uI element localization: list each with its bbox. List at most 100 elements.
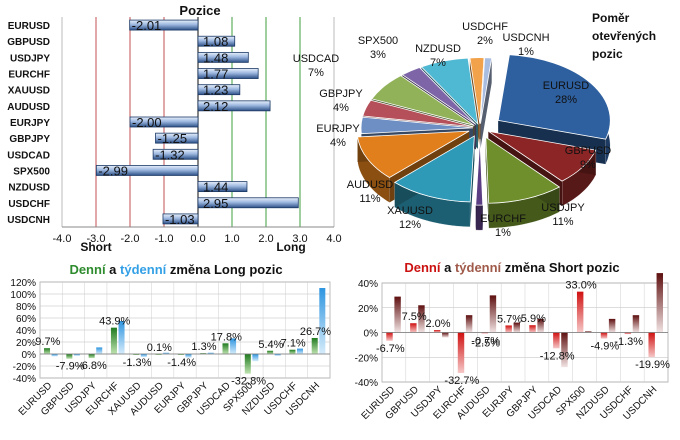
pie-slice-pct: 4%	[330, 137, 346, 149]
long-daily-bar	[311, 337, 318, 354]
long-daily-bar	[88, 354, 95, 359]
pie-slice-name: USDJPY	[541, 202, 585, 214]
positions-row-name: XAUUSD	[8, 86, 50, 97]
short-weekly-bar	[465, 315, 473, 333]
pie-slice-pct: 2%	[477, 35, 493, 47]
short-data-label: -2.5%	[471, 338, 500, 350]
pie-title-line2: otevřených	[592, 29, 656, 43]
long-title: Denní a týdenní změna Long pozic	[69, 262, 282, 277]
pie-slice-pct: 9%	[580, 159, 596, 171]
short-data-label: -6.7%	[376, 343, 405, 355]
long-weekly-bar	[252, 354, 259, 362]
pie-slice	[469, 57, 485, 124]
pie-slice-pct: 1%	[495, 227, 511, 239]
short-data-label: -32.7%	[444, 375, 479, 387]
positions-value-label: 1.48	[203, 50, 228, 65]
positions-value-label: 1.77	[203, 67, 228, 82]
pie-slice-name: GBPUSD	[565, 145, 612, 157]
short-change-chart: Denní a týdenní změna Short pozic -40% -2…	[355, 260, 671, 422]
pie-slice-pct: 7%	[430, 57, 446, 69]
short-weekly-bar	[442, 332, 449, 338]
positions-bar	[197, 84, 241, 96]
pie-slice-pct: 28%	[555, 94, 577, 106]
positions-bar	[129, 116, 199, 128]
pie-slice-pct: 1%	[518, 46, 534, 58]
pie-slice	[371, 75, 475, 126]
long-weekly-bar	[96, 347, 103, 354]
long-y-tick: -20%	[13, 362, 36, 373]
positions-bar	[162, 213, 199, 225]
long-weekly-bar	[230, 338, 237, 354]
pie-slice	[357, 130, 470, 178]
pie-slice-name: XAUUSD	[387, 205, 433, 217]
long-daily-bar	[44, 348, 51, 354]
pie-slice-pct: 12%	[399, 219, 421, 231]
pie-slice-pct: 4%	[333, 102, 349, 114]
long-daily-bar	[155, 353, 162, 355]
long-data-label: 9.7%	[35, 336, 60, 348]
positions-value-label: 1.44	[203, 180, 228, 195]
pie-slice	[475, 139, 484, 206]
short-data-label: 5.9%	[521, 313, 546, 325]
positions-row-name: GBPUSD	[7, 37, 50, 48]
long-weekly-bar	[274, 354, 281, 356]
short-data-label: -0.7%	[471, 335, 500, 347]
short-data-label: 5.7%	[497, 313, 522, 325]
short-y-tick: 20%	[358, 304, 378, 315]
short-y-tick: 40%	[358, 279, 378, 290]
long-data-label: 26.7%	[300, 326, 331, 338]
long-y-tick: 100%	[10, 290, 36, 301]
long-daily-bar	[222, 343, 229, 354]
long-weekly-bar	[73, 354, 80, 356]
short-y-tick: -20%	[355, 353, 378, 364]
long-title-rest: změna Long pozic	[166, 262, 282, 277]
pie-slice-pct: 7%	[308, 67, 324, 79]
long-change-chart: Denní a týdenní změna Long pozic -40%-20…	[10, 262, 331, 418]
positions-row-name: SPX500	[13, 166, 50, 177]
pie-slice-name: NZDUSD	[415, 43, 461, 55]
positions-value-label: 2.95	[203, 196, 228, 211]
long-data-label: 17.8%	[211, 331, 242, 343]
short-daily-bar	[529, 325, 536, 333]
positions-row-name: USDCHF	[8, 199, 50, 210]
positions-bar	[129, 19, 199, 31]
positions-chart: Pozice -2.011.081.481.771.232.12-2.00-1.…	[7, 3, 341, 254]
short-daily-bar	[624, 332, 632, 335]
pie-slice-name: EURJPY	[316, 123, 360, 135]
short-weekly-bar	[585, 331, 592, 333]
positions-row-name: AUDUSD	[7, 102, 50, 113]
short-data-label: 33.0%	[565, 280, 596, 292]
short-y-tick: 0%	[364, 329, 379, 340]
short-weekly-bar	[632, 315, 640, 333]
pie-slice	[485, 136, 561, 204]
positions-x-tick: 4.0	[326, 233, 341, 245]
long-title-and: a	[106, 262, 120, 277]
short-weekly-bar	[394, 296, 401, 333]
positions-x-tick: 3.0	[292, 233, 307, 245]
long-y-tick: 80%	[16, 302, 36, 313]
short-daily-bar	[433, 330, 441, 333]
long-weekly-bar	[140, 354, 147, 357]
positions-value-label: -2.00	[132, 115, 162, 130]
positions-row-name: GBPJPY	[9, 134, 50, 145]
positions-bar	[197, 197, 299, 209]
short-weekly-bar	[561, 332, 568, 368]
pie-slice	[360, 116, 474, 135]
short-data-label: 7.5%	[402, 311, 427, 323]
pie-slice-pct: 3%	[370, 49, 386, 61]
pie-slice	[480, 57, 493, 124]
long-data-label: 0.1%	[147, 342, 172, 354]
positions-x-tick: -2.0	[121, 233, 140, 245]
positions-x-tick: -1.0	[155, 233, 174, 245]
positions-x-tick: 0.0	[190, 233, 205, 245]
long-weekly-bar	[51, 354, 58, 357]
long-daily-bar	[177, 354, 184, 355]
long-data-label: 7.1%	[281, 338, 306, 350]
long-y-tick: 120%	[10, 278, 36, 289]
pie-slice	[488, 130, 597, 182]
long-y-tick: 60%	[16, 314, 36, 325]
short-weekly-bar	[537, 318, 544, 333]
long-label: Long	[276, 240, 305, 254]
long-daily-bar	[244, 354, 251, 374]
